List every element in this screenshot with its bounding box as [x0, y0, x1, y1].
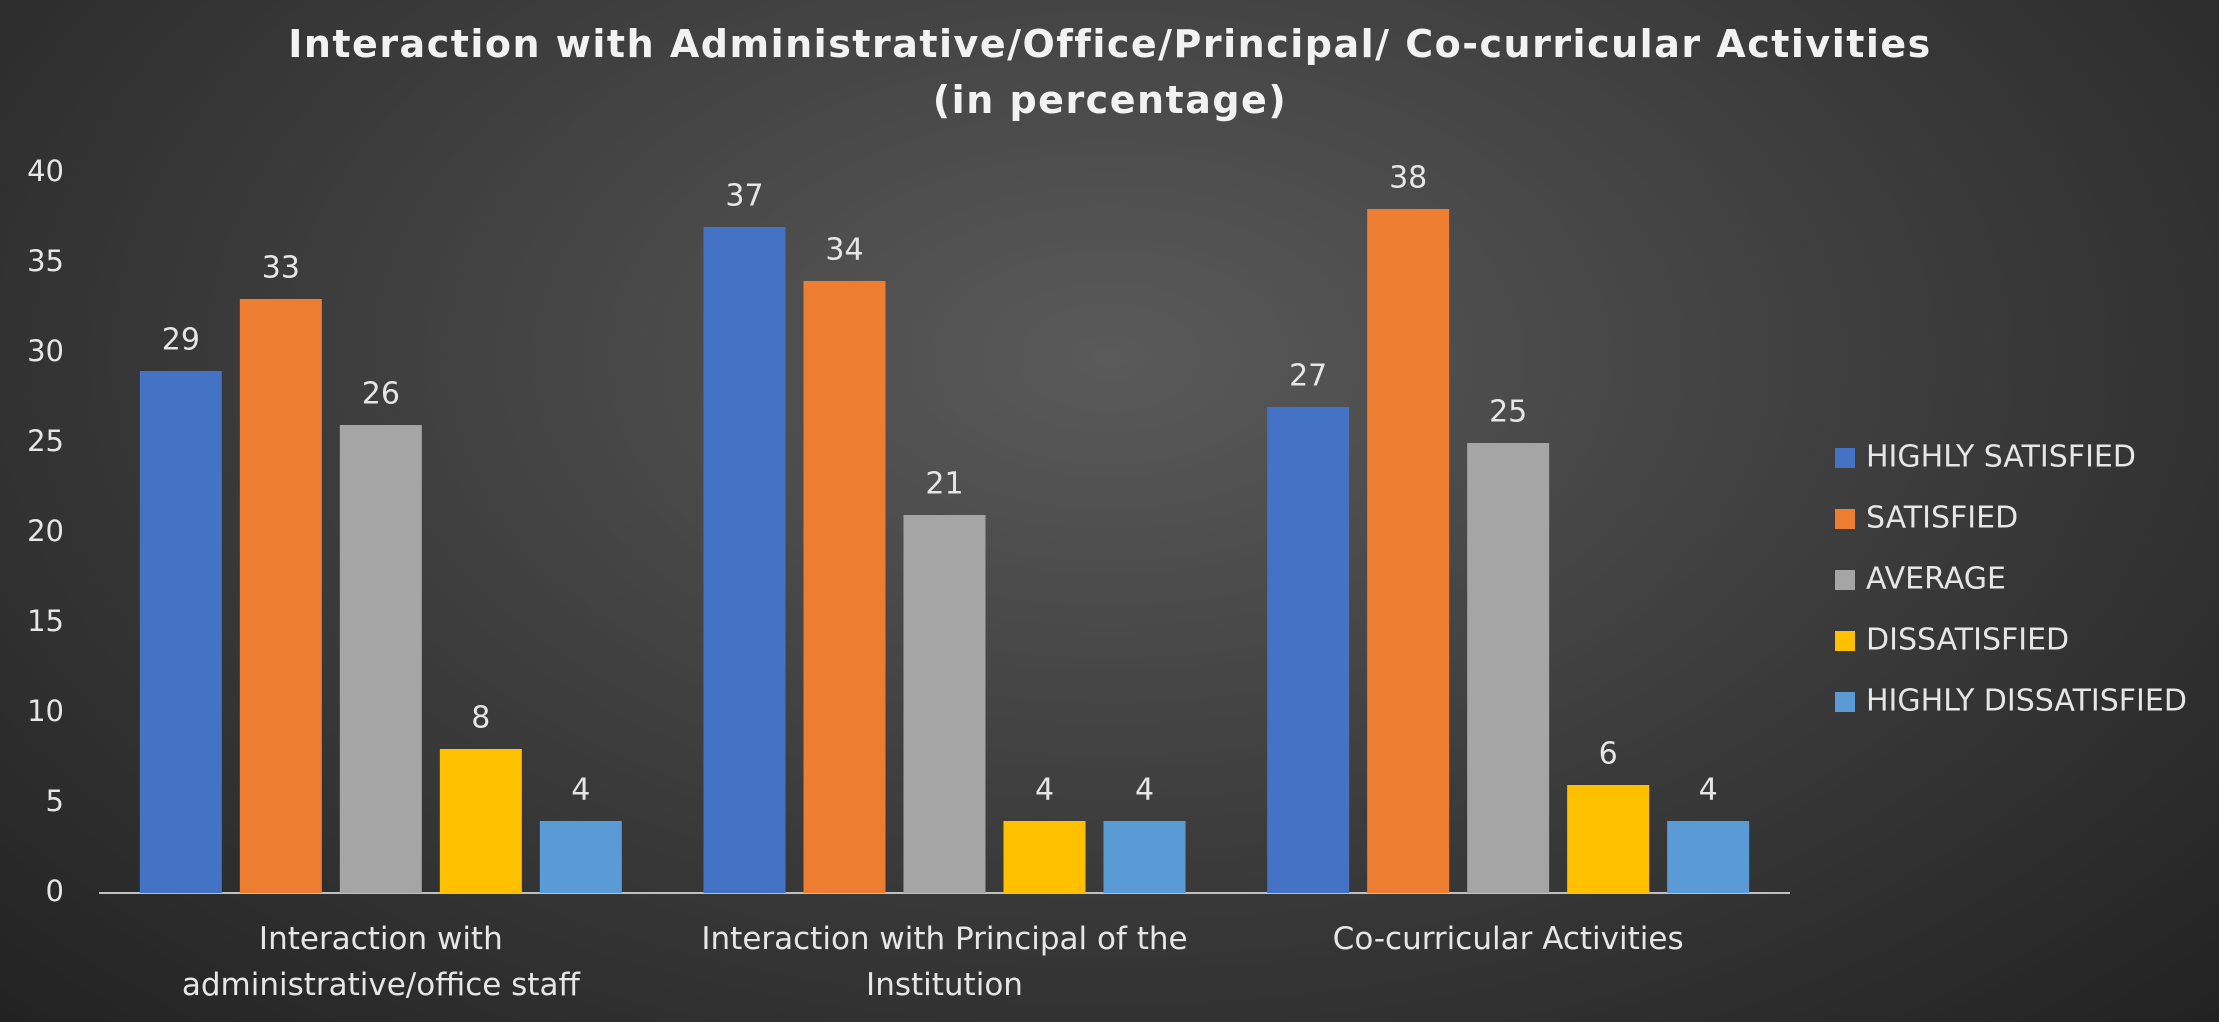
- legend-swatch: [1835, 448, 1855, 468]
- data-label: 27: [1289, 359, 1327, 394]
- data-label: 4: [1699, 773, 1718, 808]
- legend-swatch: [1835, 692, 1855, 712]
- data-label: 37: [725, 179, 763, 214]
- bar: [139, 371, 222, 893]
- legend-label: SATISFIED: [1866, 501, 2018, 536]
- data-label: 4: [1135, 773, 1154, 808]
- bar: [1003, 821, 1086, 893]
- bar: [1567, 785, 1650, 893]
- data-label: 29: [162, 323, 200, 358]
- legend-swatch: [1835, 509, 1855, 529]
- bar: [1367, 209, 1450, 893]
- bar: [339, 425, 422, 893]
- bar: [239, 299, 322, 893]
- data-label: 26: [362, 377, 400, 412]
- y-tick-label: 15: [27, 604, 64, 638]
- data-label: 34: [825, 233, 863, 268]
- bar: [903, 515, 986, 893]
- bar: [1267, 407, 1350, 893]
- legend-swatch: [1835, 570, 1855, 590]
- bar: [803, 281, 886, 893]
- bar: [703, 227, 786, 893]
- chart-title: Interaction with Administrative/Office/P…: [288, 22, 1932, 122]
- data-label: 8: [471, 701, 490, 736]
- y-tick-label: 30: [27, 334, 64, 368]
- y-tick-label: 20: [27, 514, 64, 548]
- bar: [1467, 443, 1550, 893]
- legend-label: HIGHLY SATISFIED: [1866, 440, 2136, 475]
- data-label: 6: [1599, 737, 1618, 772]
- legend-swatch: [1835, 631, 1855, 651]
- x-tick-label: Interaction with administrative/office s…: [181, 921, 580, 1003]
- legend-label: AVERAGE: [1866, 562, 2006, 597]
- bar: [439, 749, 522, 893]
- legend-label: DISSATISFIED: [1866, 623, 2069, 658]
- y-tick-label: 0: [46, 874, 64, 908]
- bar: [1103, 821, 1186, 893]
- data-label: 25: [1489, 395, 1527, 430]
- data-label: 38: [1389, 161, 1427, 196]
- data-label: 21: [925, 467, 963, 502]
- y-tick-label: 5: [46, 784, 64, 818]
- data-label: 33: [262, 251, 300, 286]
- y-tick-label: 10: [27, 694, 64, 728]
- bar: [539, 821, 622, 893]
- data-label: 4: [1035, 773, 1054, 808]
- x-tick-label: Co-curricular Activities: [1332, 921, 1684, 957]
- bar: [1667, 821, 1750, 893]
- data-label: 4: [571, 773, 590, 808]
- y-tick-label: 40: [27, 154, 64, 188]
- y-tick-label: 35: [27, 244, 64, 278]
- y-tick-label: 25: [27, 424, 64, 458]
- legend-label: HIGHLY DISSATISFIED: [1866, 684, 2187, 719]
- x-tick-label: Interaction with Principal of the Instit…: [701, 921, 1188, 1003]
